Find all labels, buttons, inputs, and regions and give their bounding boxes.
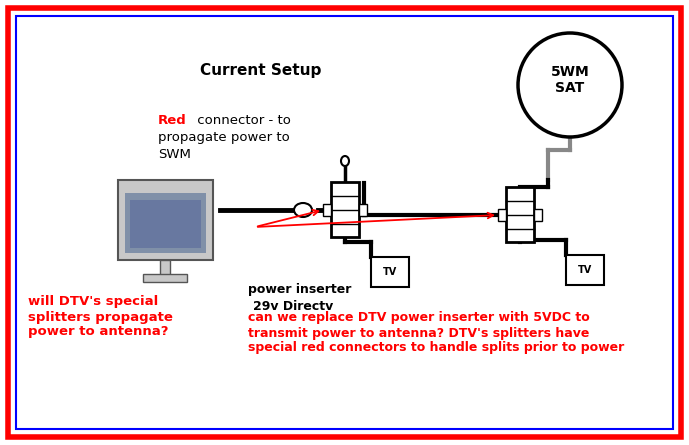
Bar [323,204,331,216]
Bar [125,193,206,253]
Text: SWM: SWM [158,147,191,161]
Ellipse shape [518,33,622,137]
Bar [498,209,506,221]
Bar [566,255,604,285]
Text: will DTV's special
splitters propagate
power to antenna?: will DTV's special splitters propagate p… [28,295,173,339]
Text: Red: Red [158,113,187,126]
Text: 5WM
SAT: 5WM SAT [551,65,589,95]
Bar [331,182,359,237]
Bar [371,257,409,287]
Bar [506,187,534,242]
Ellipse shape [341,156,349,166]
Bar [359,204,367,216]
Bar [118,180,213,260]
Bar [143,274,187,282]
Text: can we replace DTV power inserter with 5VDC to
transmit power to antenna? DTV's : can we replace DTV power inserter with 5… [248,312,624,355]
Text: TV: TV [383,267,397,277]
Text: connector - to: connector - to [193,113,291,126]
Text: 29v Directv: 29v Directv [253,299,333,312]
Bar [160,260,170,275]
Bar [534,209,542,221]
Text: power inserter: power inserter [248,283,351,296]
Bar [130,200,201,248]
Text: Current Setup: Current Setup [200,62,321,77]
Ellipse shape [294,203,312,217]
Text: TV: TV [578,265,592,275]
Text: propagate power to: propagate power to [158,130,290,143]
